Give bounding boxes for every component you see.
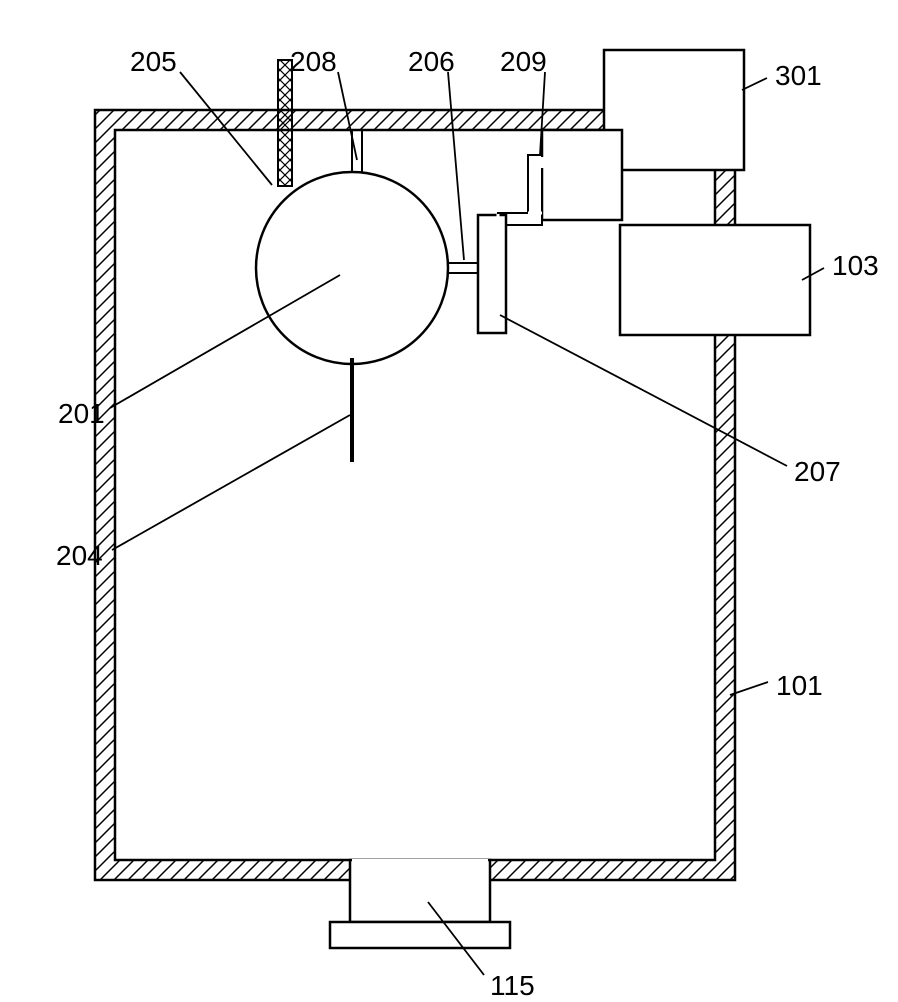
label-103: 103 bbox=[832, 250, 879, 282]
label-301: 301 bbox=[775, 60, 822, 92]
label-207: 207 bbox=[794, 456, 841, 488]
label-208: 208 bbox=[290, 46, 337, 78]
label-201: 201 bbox=[58, 398, 105, 430]
box-103 bbox=[620, 225, 810, 335]
diagram-canvas bbox=[0, 0, 898, 1000]
box-301 bbox=[604, 50, 744, 170]
circle-201 bbox=[256, 172, 448, 364]
rod-208 bbox=[278, 60, 292, 186]
box-115 bbox=[330, 860, 510, 948]
label-204: 204 bbox=[56, 540, 103, 572]
label-206: 206 bbox=[408, 46, 455, 78]
label-209: 209 bbox=[500, 46, 547, 78]
label-205: 205 bbox=[130, 46, 177, 78]
label-101: 101 bbox=[776, 670, 823, 702]
inner-box-top bbox=[542, 130, 622, 220]
label-115: 115 bbox=[490, 970, 535, 1002]
